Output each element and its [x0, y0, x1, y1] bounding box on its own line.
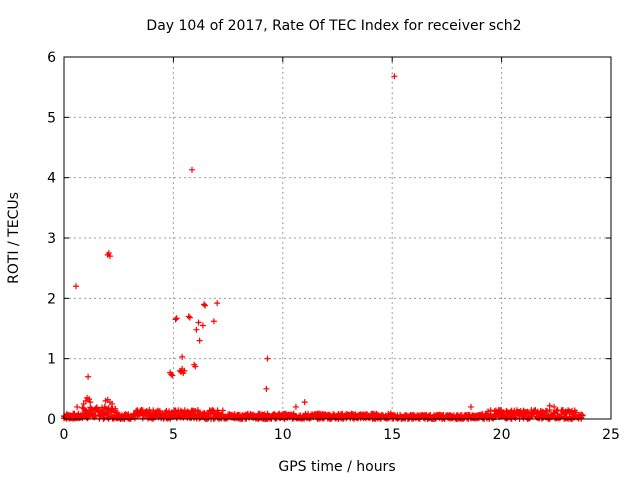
data-point — [264, 355, 271, 362]
data-point — [82, 397, 89, 404]
x-tick-label: 5 — [169, 427, 178, 443]
data-point — [188, 166, 195, 173]
data-point — [214, 300, 221, 307]
x-tick-label: 20 — [493, 427, 511, 443]
data-point — [74, 403, 81, 410]
data-point — [186, 314, 193, 321]
data-point — [578, 411, 585, 418]
data-point — [292, 403, 299, 410]
chart-title: Day 104 of 2017, Rate Of TEC Index for r… — [146, 18, 521, 34]
data-point — [104, 406, 111, 413]
data-points — [61, 73, 586, 422]
data-point — [210, 318, 217, 325]
data-point — [84, 415, 91, 422]
data-point — [546, 402, 553, 409]
data-point — [87, 399, 94, 406]
axis-ticks — [63, 56, 612, 420]
data-point — [551, 403, 558, 410]
data-point — [467, 403, 474, 410]
x-tick-label: 10 — [274, 427, 292, 443]
y-tick-label: 1 — [47, 352, 56, 368]
data-point — [105, 250, 112, 257]
data-point — [93, 405, 100, 412]
data-point — [86, 396, 93, 403]
x-axis-label: GPS time / hours — [278, 459, 395, 475]
data-point — [196, 337, 203, 344]
y-tick-label: 3 — [47, 231, 56, 247]
data-point — [579, 412, 586, 419]
data-point — [80, 400, 87, 407]
data-point — [195, 319, 202, 326]
plot-frame — [63, 56, 612, 420]
data-point — [173, 315, 180, 322]
data-point — [169, 372, 176, 379]
data-point — [97, 407, 104, 414]
data-point — [181, 367, 188, 374]
tick-labels: 0 5 10 15 20 25 0 1 2 3 4 5 6 — [47, 50, 620, 443]
y-axis-label: ROTI / TECUs — [6, 192, 22, 284]
data-point — [112, 405, 119, 412]
data-point — [391, 73, 398, 80]
data-point — [487, 407, 494, 414]
data-point — [572, 409, 579, 416]
data-point — [106, 253, 113, 260]
data-point — [490, 415, 497, 422]
grid-lines — [64, 57, 611, 419]
y-tick-label: 5 — [47, 110, 56, 126]
data-point — [92, 412, 99, 419]
data-point — [168, 371, 175, 378]
data-point — [554, 410, 561, 417]
data-point — [202, 302, 209, 309]
data-point — [185, 411, 192, 418]
data-point — [524, 409, 531, 416]
y-tick-label: 0 — [47, 412, 56, 428]
data-point — [201, 301, 208, 308]
x-tick-label: 15 — [383, 427, 401, 443]
data-point — [192, 363, 199, 370]
data-point — [172, 316, 179, 323]
y-tick-label: 2 — [47, 291, 56, 307]
data-point — [485, 408, 492, 415]
data-point — [301, 399, 308, 406]
data-point — [185, 313, 192, 320]
data-point — [166, 408, 173, 415]
data-point — [199, 322, 206, 329]
data-point — [109, 400, 116, 407]
data-point — [85, 373, 92, 380]
data-point — [193, 326, 200, 333]
data-point — [219, 407, 226, 414]
x-tick-label: 25 — [602, 427, 620, 443]
y-tick-label: 6 — [47, 50, 56, 66]
data-point — [263, 385, 270, 392]
data-point — [500, 411, 507, 418]
data-point — [73, 283, 80, 290]
data-point — [139, 415, 146, 422]
x-tick-label: 0 — [60, 427, 69, 443]
data-point — [553, 408, 560, 415]
data-point — [179, 353, 186, 360]
y-tick-label: 4 — [47, 171, 56, 187]
data-point — [82, 406, 89, 413]
